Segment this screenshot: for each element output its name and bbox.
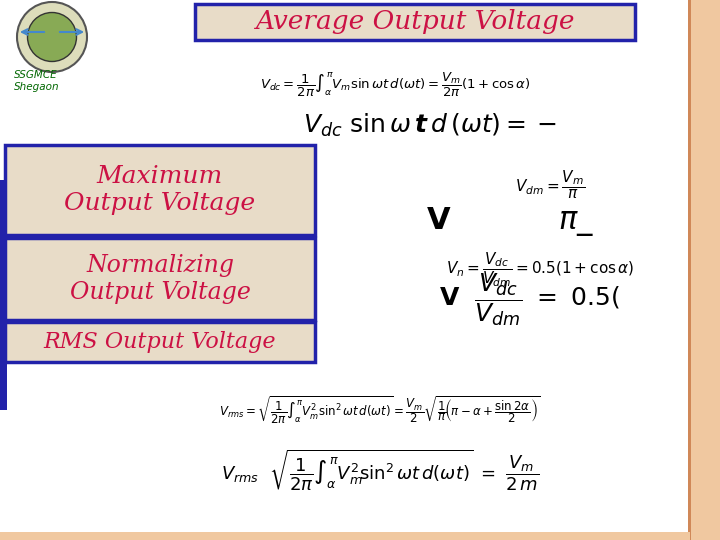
Text: Average Output Voltage: Average Output Voltage bbox=[256, 10, 575, 35]
Text: $V_{dc} = \dfrac{1}{2\pi}\int_{\alpha}^{\pi}V_m \sin\omega t\,d(\omega t)= \dfra: $V_{dc} = \dfrac{1}{2\pi}\int_{\alpha}^{… bbox=[260, 71, 530, 99]
Text: $V_{dm} = \dfrac{V_m}{\pi}$: $V_{dm} = \dfrac{V_m}{\pi}$ bbox=[515, 169, 585, 201]
Bar bbox=[690, 0, 720, 540]
FancyBboxPatch shape bbox=[195, 4, 635, 40]
Bar bbox=[0, 180, 7, 410]
Text: SSGMCE
Shegaon: SSGMCE Shegaon bbox=[14, 70, 60, 92]
Text: $\mathbf{V}\ \ \dfrac{V_{dc}}{V_{dm}}\ =\ 0.5($: $\mathbf{V}\ \ \dfrac{V_{dc}}{V_{dm}}\ =… bbox=[439, 272, 621, 328]
Text: $V_{rms}\ \ \sqrt{\dfrac{1}{2\pi}\int_{\alpha}^{\pi}V_m^2\!\sin^2\omega t\,d(\om: $V_{rms}\ \ \sqrt{\dfrac{1}{2\pi}\int_{\… bbox=[221, 448, 539, 492]
Text: Normalizing
Output Voltage: Normalizing Output Voltage bbox=[70, 254, 251, 304]
Text: $\mathbf{V}\ \ \ \ \ \ \ \ \ \ \ \pi\_$: $\mathbf{V}\ \ \ \ \ \ \ \ \ \ \ \pi\_$ bbox=[426, 206, 594, 239]
Bar bbox=[688, 0, 691, 540]
Bar bbox=[0, 532, 690, 540]
FancyBboxPatch shape bbox=[5, 145, 315, 235]
FancyBboxPatch shape bbox=[5, 238, 315, 320]
Text: $V_{dc}\ \sin\omega\,\boldsymbol{t}\,d\,(\omega t) = -$: $V_{dc}\ \sin\omega\,\boldsymbol{t}\,d\,… bbox=[303, 111, 557, 139]
Text: $V_n = \dfrac{V_{dc}}{V_{dm}} = 0.5(1+\cos\alpha)$: $V_n = \dfrac{V_{dc}}{V_{dm}} = 0.5(1+\c… bbox=[446, 251, 634, 289]
Circle shape bbox=[27, 12, 76, 62]
Text: $V_{rms} = \sqrt{\dfrac{1}{2\pi}\int_{\alpha}^{\pi}V_m^2\sin^2\omega t\,d(\omega: $V_{rms} = \sqrt{\dfrac{1}{2\pi}\int_{\a… bbox=[219, 394, 541, 426]
FancyBboxPatch shape bbox=[5, 322, 315, 362]
Text: RMS Output Voltage: RMS Output Voltage bbox=[44, 331, 276, 353]
Circle shape bbox=[17, 2, 87, 72]
Text: Maximum
Output Voltage: Maximum Output Voltage bbox=[64, 165, 256, 215]
